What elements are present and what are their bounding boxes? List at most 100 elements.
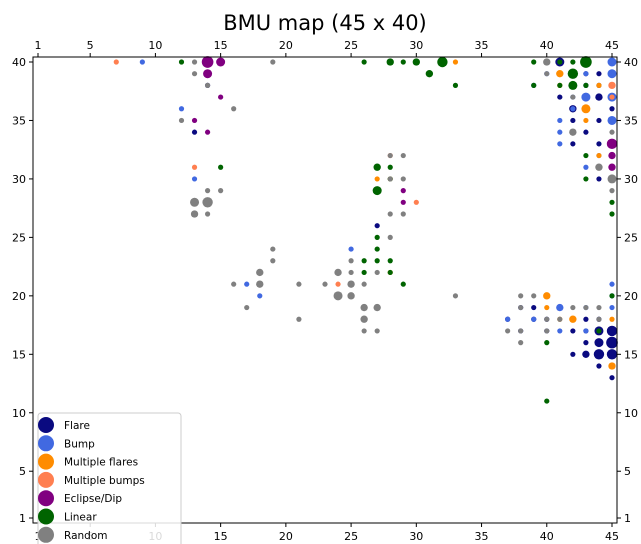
x-tick-label-top: 30 xyxy=(409,39,423,52)
point-random xyxy=(387,176,393,182)
point-random xyxy=(204,188,211,194)
point-random xyxy=(374,269,380,276)
point-bump xyxy=(244,281,250,287)
point-random xyxy=(387,211,393,217)
point-flare xyxy=(596,363,602,369)
x-tick-label: 35 xyxy=(475,530,489,543)
point-random xyxy=(296,316,302,322)
point-flare xyxy=(609,106,615,112)
point-random xyxy=(333,291,343,301)
point-bump xyxy=(583,164,589,170)
point-linear xyxy=(567,68,579,79)
point-bump xyxy=(607,115,617,125)
point-flare xyxy=(606,336,618,349)
point-eclipse-dip xyxy=(218,94,224,100)
point-random xyxy=(583,304,589,311)
point-linear xyxy=(596,328,602,334)
y-tick-label-right: 35 xyxy=(624,114,638,127)
point-random xyxy=(256,280,264,288)
y-tick-label-right: 30 xyxy=(624,173,638,186)
point-bump xyxy=(557,117,563,124)
point-random xyxy=(270,246,276,252)
point-linear xyxy=(361,258,367,264)
point-linear xyxy=(218,164,224,170)
y-tick-label-right: 25 xyxy=(624,231,638,244)
point-flare xyxy=(593,349,605,360)
legend-label-multiple-bumps: Multiple bumps xyxy=(64,475,145,487)
point-linear xyxy=(412,58,420,66)
y-tick-label: 20 xyxy=(12,290,26,303)
legend-marker-multiple-flares xyxy=(38,453,54,470)
y-tick-label: 5 xyxy=(19,465,26,478)
point-linear xyxy=(387,269,393,276)
x-tick-label: 30 xyxy=(409,530,423,543)
point-random xyxy=(609,129,615,135)
legend-marker-linear xyxy=(38,508,54,525)
point-bump xyxy=(557,141,563,147)
point-random xyxy=(270,258,276,264)
point-bump xyxy=(607,69,617,79)
point-bump xyxy=(531,316,537,322)
x-tick-label: 40 xyxy=(540,530,554,543)
point-random xyxy=(400,211,406,217)
point-flare xyxy=(570,117,576,124)
point-bump xyxy=(583,71,589,77)
point-linear xyxy=(387,164,393,170)
point-eclipse-dip xyxy=(204,129,211,135)
point-bump xyxy=(570,106,576,112)
point-linear xyxy=(452,82,459,88)
point-random xyxy=(569,128,577,136)
point-bump xyxy=(178,106,185,112)
point-random xyxy=(387,152,393,159)
point-random xyxy=(270,59,276,65)
x-tick-label-top: 5 xyxy=(87,39,94,52)
point-random xyxy=(322,281,328,287)
x-tick-label-top: 15 xyxy=(214,39,228,52)
point-flare xyxy=(570,328,576,334)
point-multiple-flares xyxy=(596,152,602,159)
point-eclipse-dip xyxy=(201,56,214,68)
legend-label-flare: Flare xyxy=(64,420,90,432)
y-tick-label: 30 xyxy=(12,173,26,186)
point-bump xyxy=(556,303,564,312)
point-linear xyxy=(361,59,367,65)
x-tick-label-top: 1 xyxy=(35,39,42,52)
point-random xyxy=(231,106,237,112)
point-random xyxy=(231,281,237,287)
point-random xyxy=(596,304,602,311)
point-linear xyxy=(387,258,393,264)
x-tick-label-top: 45 xyxy=(605,39,619,52)
point-random xyxy=(360,315,368,323)
point-linear xyxy=(583,152,589,159)
x-tick-label-top: 25 xyxy=(344,39,358,52)
point-multiple-bumps xyxy=(413,199,419,205)
point-random xyxy=(178,117,185,124)
point-random xyxy=(244,304,250,311)
legend-label-eclipse-dip: Eclipse/Dip xyxy=(64,493,122,505)
point-random xyxy=(505,328,511,334)
point-flare xyxy=(606,349,618,360)
x-tick-label-top: 40 xyxy=(540,39,554,52)
point-linear xyxy=(374,258,380,264)
point-multiple-flares xyxy=(608,362,616,370)
point-linear xyxy=(425,70,434,78)
point-random xyxy=(544,328,550,334)
point-linear xyxy=(544,340,550,346)
point-eclipse-dip xyxy=(216,57,226,67)
point-flare xyxy=(583,340,589,346)
legend-marker-multiple-bumps xyxy=(38,471,54,488)
point-random xyxy=(570,304,576,311)
point-linear xyxy=(583,176,589,182)
x-tick-label-top: 35 xyxy=(475,39,489,52)
point-random xyxy=(452,293,459,299)
point-eclipse-dip xyxy=(608,151,616,160)
point-linear xyxy=(609,199,615,205)
point-multiple-flares xyxy=(556,70,564,78)
point-random xyxy=(361,281,367,287)
point-random xyxy=(570,94,576,100)
point-random xyxy=(387,234,393,240)
chart-title: BMU map (45 x 40) xyxy=(223,11,427,35)
point-linear xyxy=(580,56,592,68)
point-random xyxy=(557,316,563,322)
point-linear xyxy=(531,59,537,65)
